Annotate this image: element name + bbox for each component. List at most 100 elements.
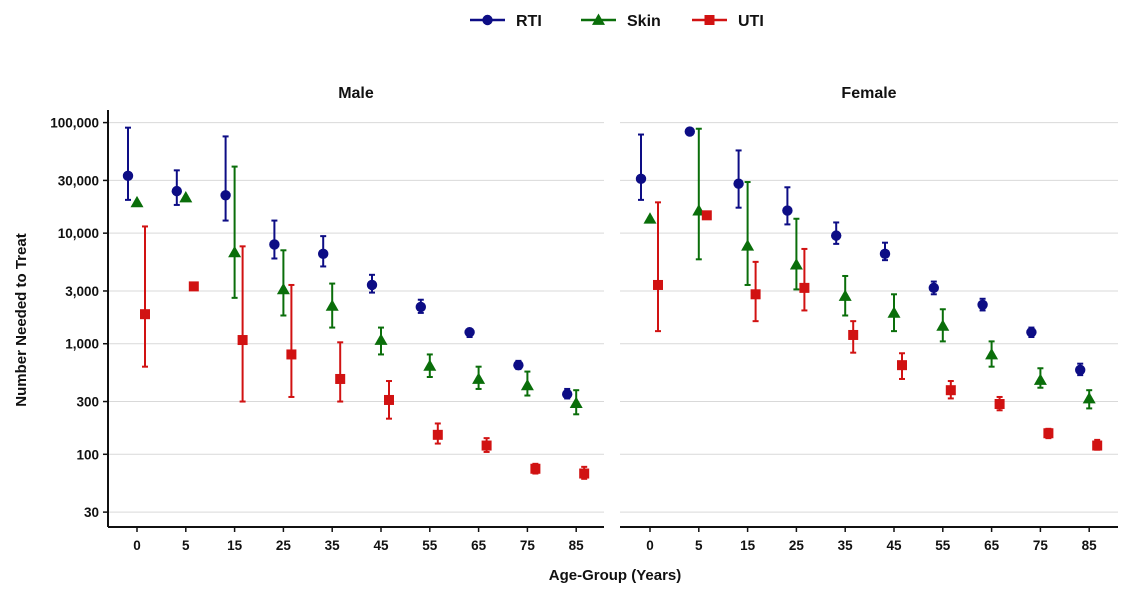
point-skin — [1082, 391, 1096, 404]
point-uti — [579, 468, 590, 479]
panel-title: Male — [338, 85, 374, 102]
point-uti — [286, 349, 297, 360]
x-tick-label: 5 — [695, 538, 703, 553]
point-rti — [220, 190, 231, 201]
legend-marker-rti — [482, 14, 493, 26]
legend: RTI Skin UTI — [470, 13, 764, 30]
y-tick-label: 30,000 — [58, 173, 99, 188]
y-tick-label: 100,000 — [50, 116, 99, 131]
legend-label-skin: Skin — [627, 13, 661, 30]
x-tick-label: 85 — [1082, 538, 1098, 553]
panel-male: Male 30 100 300 1,000 3,000 10,000 30,000 100,00… — [50, 85, 604, 553]
point-skin — [472, 372, 486, 384]
point-rti — [879, 248, 891, 260]
point-rti — [171, 185, 182, 197]
point-rti — [635, 173, 647, 185]
point-uti — [335, 373, 346, 384]
point-uti — [384, 394, 394, 405]
point-uti — [530, 463, 541, 474]
point-uti — [994, 399, 1005, 410]
point-uti — [188, 281, 199, 292]
x-tick-label: 5 — [182, 538, 190, 553]
legend-marker-uti — [704, 15, 715, 25]
x-tick-label: 35 — [325, 538, 341, 553]
legend-label-rti: RTI — [516, 13, 542, 30]
point-rti — [1026, 327, 1037, 338]
point-skin — [228, 245, 242, 258]
point-skin — [325, 299, 339, 311]
point-rti — [782, 205, 793, 216]
panel-title: Female — [841, 85, 896, 102]
point-rti — [513, 359, 524, 371]
point-rti — [831, 230, 842, 241]
y-tick-label: 10,000 — [58, 226, 99, 241]
point-uti — [140, 309, 150, 320]
point-skin — [423, 359, 437, 371]
x-tick-label: 45 — [886, 538, 902, 553]
point-skin — [887, 306, 901, 318]
point-skin — [985, 347, 999, 360]
y-axis-label: Number Needed to Treat — [13, 233, 30, 406]
point-rti — [684, 126, 695, 137]
point-rti — [269, 239, 280, 250]
x-tick-label: 35 — [838, 538, 854, 553]
point-rti — [733, 178, 744, 189]
point-uti — [945, 385, 956, 396]
point-uti — [701, 210, 712, 221]
y-tick-label: 300 — [76, 395, 99, 410]
y-tick-label: 3,000 — [65, 284, 99, 299]
point-rti — [122, 170, 134, 182]
point-skin — [276, 282, 290, 295]
point-rti — [1075, 364, 1086, 376]
panel-female: Female 0 5 15 25 35 45 55 65 75 85 — [620, 85, 1118, 553]
point-uti — [1043, 428, 1054, 439]
point-skin — [179, 191, 193, 203]
point-skin — [130, 195, 144, 208]
x-tick-label: 85 — [569, 538, 585, 553]
point-uti — [481, 440, 492, 451]
point-rti — [928, 282, 939, 294]
x-tick-label: 65 — [984, 538, 1000, 553]
point-skin — [741, 239, 755, 251]
point-rti — [464, 327, 475, 338]
x-tick-label: 15 — [227, 538, 243, 553]
x-tick-label: 55 — [935, 538, 951, 553]
point-skin — [520, 378, 534, 391]
x-tick-label: 0 — [646, 538, 654, 553]
x-tick-label: 45 — [373, 538, 389, 553]
x-tick-label: 65 — [471, 538, 487, 553]
x-tick-label: 25 — [276, 538, 292, 553]
point-skin — [643, 212, 657, 224]
point-uti — [432, 429, 443, 440]
point-skin — [838, 289, 852, 301]
panels: Male 30 100 300 1,000 3,000 10,000 30,000 100,00… — [50, 85, 1118, 553]
x-tick-label: 25 — [789, 538, 805, 553]
x-axis-label: Age-Group (Years) — [549, 567, 682, 584]
x-tick-label: 0 — [133, 538, 141, 553]
x-tick-label: 75 — [520, 538, 536, 553]
x-tick-label: 75 — [1033, 538, 1049, 553]
point-uti — [1092, 440, 1103, 451]
x-tick-label: 15 — [740, 538, 756, 553]
point-uti — [848, 329, 859, 340]
point-skin — [789, 258, 803, 270]
point-skin — [936, 319, 950, 331]
point-skin — [374, 333, 388, 345]
point-uti — [750, 289, 761, 300]
legend-label-uti: UTI — [738, 13, 764, 30]
point-rti — [977, 299, 988, 310]
y-tick-label: 100 — [76, 447, 99, 462]
y-tick-label: 30 — [84, 505, 99, 520]
point-rti — [366, 279, 378, 291]
x-tick-label: 55 — [422, 538, 438, 553]
point-uti — [897, 360, 907, 371]
point-rti — [562, 388, 573, 400]
point-rti — [415, 301, 426, 313]
y-tick-label: 1,000 — [65, 337, 99, 352]
point-rti — [318, 248, 329, 260]
point-skin — [569, 396, 583, 409]
point-uti — [237, 335, 248, 346]
point-skin — [1033, 373, 1047, 385]
